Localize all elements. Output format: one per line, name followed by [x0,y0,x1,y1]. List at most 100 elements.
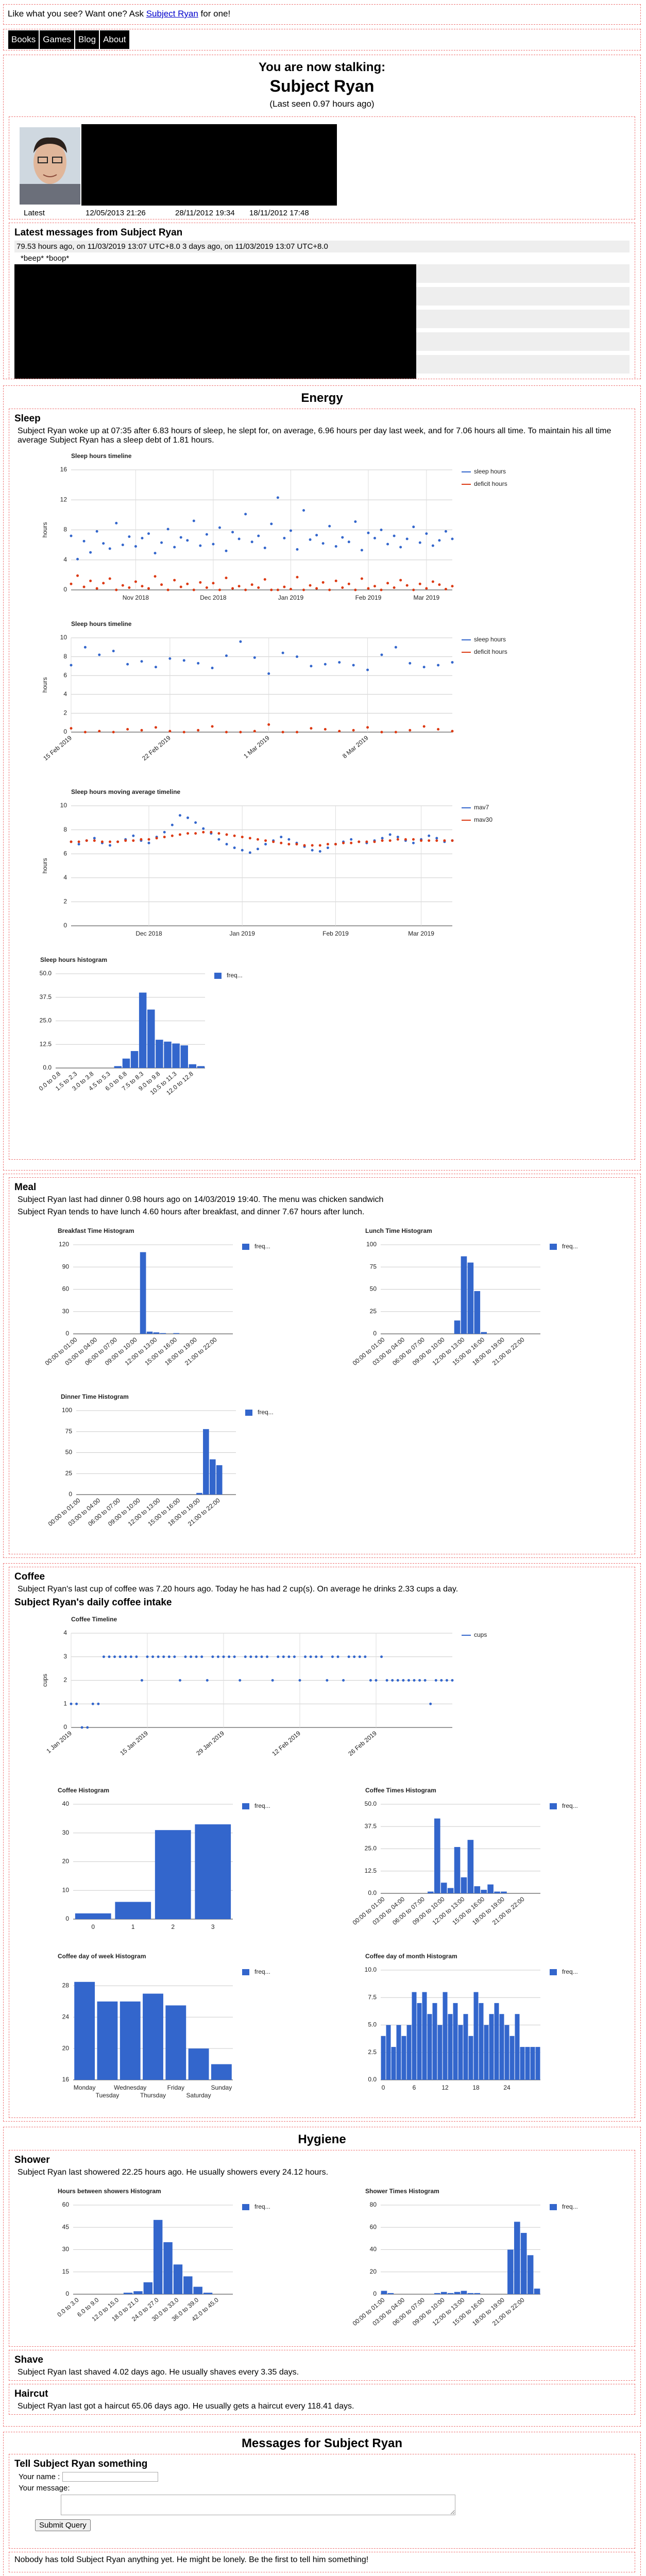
y-tick-label: 2 [63,709,67,717]
line-point [388,833,392,836]
bar [527,2255,533,2294]
line-point [168,730,172,733]
line-point [82,585,86,588]
x-tick-label: 1 Jan 2019 [45,1730,73,1755]
chart-title: Coffee day of week Histogram [58,1953,146,1960]
y-tick-label: 28 [62,1982,69,1989]
bar [473,2293,480,2294]
coffee-text: Subject Ryan's last cup of coffee was 7.… [18,1585,458,1594]
line-point [270,588,273,591]
line-point [405,537,409,540]
sub-heading: Shower [14,2155,50,2165]
x-tick-label: Monday [73,2084,95,2091]
y-tick-label: 2 [63,898,67,905]
message-input[interactable] [61,2495,455,2515]
line-point [162,1655,165,1658]
name-input[interactable] [62,2472,158,2482]
bar [391,2047,396,2080]
bar [203,1429,209,1495]
line-point [298,1679,301,1682]
x-tick-label: 18 [472,2084,480,2091]
x-tick-label: Dec 2018 [135,930,162,937]
nav-link[interactable]: Books [8,30,39,49]
chart: Sleep hours histogram 0.0 12.5 25.0 37.5 50.0… [38,956,243,1096]
line-point [256,838,259,841]
y-tick-label: 25 [65,1469,73,1477]
bar [520,2047,524,2080]
bar [142,1993,163,2080]
line-point [380,731,383,734]
x-tick-label: 0 [381,2084,385,2091]
line-point [293,1655,296,1658]
section-title: Messages for Subject Ryan [241,2436,403,2450]
x-tick-label: Friday [167,2084,184,2091]
line-point [108,1655,111,1658]
submit-button[interactable]: Submit Query [35,2519,91,2531]
bar [130,1051,139,1068]
message-list [14,264,630,379]
legend-swatch [549,1803,557,1809]
bar [448,2014,452,2080]
chart: Coffee day of week Histogram 16 20 24 28 Mond… [58,1953,270,2099]
x-tick-label: 0 [91,1923,95,1930]
bar [188,2048,209,2080]
line-point [222,1655,225,1658]
bar [473,1886,480,1893]
messages-section: Messages for Subject Ryan Tell Subject R… [3,2432,641,2576]
last-seen: (Last seen 0.97 hours ago) [269,99,375,109]
bar [440,1883,447,1893]
line-point [166,528,169,531]
bar [440,2292,447,2294]
line-point [108,547,111,550]
line-point [437,728,440,731]
energy-section: Energy Sleep Subject Ryan woke up at 07:… [3,385,641,1171]
y-tick-label: 5.0 [368,2021,377,2028]
y-tick-label: 37.5 [364,1822,377,1829]
bar [97,2001,117,2080]
banner-text: Like what you see? Want one? Ask [8,9,146,19]
bar [387,2293,394,2294]
x-tick-label: 15 Jan 2019 [118,1730,149,1757]
sub-heading: Tell Subject Ryan something [14,2459,148,2469]
banner-link[interactable]: Subject Ryan [146,9,198,19]
bar [458,2025,463,2080]
line-point [212,582,215,585]
line-point [402,1679,405,1682]
bar [211,2064,232,2080]
line-point [212,543,215,546]
legend-label: sleep hours [474,636,506,643]
line-point [354,520,357,523]
bar [114,1066,122,1068]
y-tick-label: 0 [65,1330,69,1337]
hygiene-section: Hygiene Shower Subject Ryan last showere… [3,2127,641,2427]
line-point [70,1702,73,1705]
y-tick-label: 8 [63,826,67,833]
line-point [435,837,438,840]
chart-title: Shower Times Histogram [365,2188,439,2195]
y-tick-label: 0 [63,1723,67,1731]
line-point [399,546,402,549]
legend-label: mav30 [474,816,492,823]
line-point [302,588,305,591]
legend-swatch [245,1410,252,1416]
sub-heading: Meal [14,1182,37,1193]
bar [437,2025,442,2080]
line-point [396,838,399,841]
bar [487,1884,494,1893]
nav-link[interactable]: Games [40,30,75,49]
line-point [134,545,137,548]
line-point [437,664,440,667]
banner-text: for one! [198,9,231,19]
line-point [206,1679,209,1682]
legend-label: freq... [562,1802,578,1809]
bar [386,2025,390,2080]
line-point [186,816,190,819]
nav-link[interactable]: Blog [75,30,99,49]
y-tick-label: 20 [62,1858,69,1865]
coffee-box: Coffee Subject Ryan's last cup of coffee… [9,1567,635,2118]
bar [381,2036,385,2080]
nav-link[interactable]: About [100,30,129,49]
line-point [75,1702,78,1705]
message-row [416,310,630,328]
